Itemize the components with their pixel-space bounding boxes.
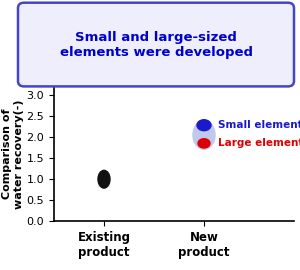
Text: Small and large-sized
elements were developed: Small and large-sized elements were deve… bbox=[59, 31, 253, 59]
Ellipse shape bbox=[193, 121, 215, 149]
Ellipse shape bbox=[197, 120, 211, 131]
Ellipse shape bbox=[198, 139, 210, 148]
Text: Large element: Large element bbox=[218, 138, 300, 148]
Y-axis label: Comparison of
water recovery(-): Comparison of water recovery(-) bbox=[2, 99, 24, 209]
Text: Small element: Small element bbox=[218, 120, 300, 130]
Ellipse shape bbox=[98, 170, 110, 188]
